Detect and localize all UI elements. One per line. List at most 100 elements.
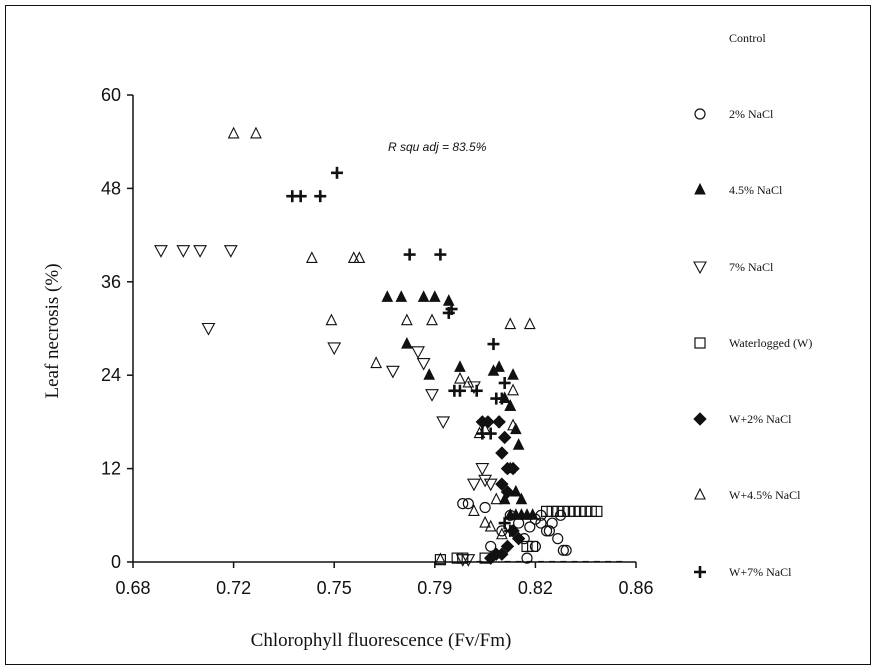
chart-frame: 0 12 24 36 48 60 0.68 0.72 0.75 0.79 0.82 0.86 Chlo…	[5, 5, 871, 665]
legend-item-w-2-nacl: W+2% NaCl	[693, 412, 792, 426]
data-point	[457, 498, 469, 510]
data-point	[434, 248, 447, 261]
legend-marker	[694, 337, 706, 349]
y-tick-label: 0	[111, 552, 121, 572]
series-7-nacl	[154, 245, 498, 567]
data-point	[385, 365, 400, 379]
legend-label: W+7% NaCl	[729, 565, 792, 579]
legend-marker	[694, 487, 706, 500]
fit-annotation: R squ adj = 83.5%	[388, 140, 487, 154]
legend-label: 2% NaCl	[729, 107, 774, 121]
data-point	[540, 525, 553, 537]
data-point	[453, 384, 466, 397]
y-tick-label: 36	[101, 272, 121, 292]
data-point	[554, 509, 567, 521]
data-point	[552, 533, 564, 545]
y-tick-label: 24	[101, 365, 121, 385]
data-point	[445, 303, 458, 316]
data-point	[462, 375, 475, 388]
y-axis-title: Leaf necrosis (%)	[42, 263, 63, 398]
data-point	[454, 360, 466, 372]
data-point	[454, 371, 466, 384]
data-point	[484, 427, 497, 440]
legend-marker	[693, 261, 707, 275]
y-tick-label: 48	[101, 178, 121, 198]
x-tick-label: 0.82	[518, 578, 553, 598]
x-axis-title: Chlorophyll fluorescence (Fv/Fm)	[251, 630, 512, 651]
data-point	[294, 190, 307, 203]
tick-marks	[127, 94, 637, 568]
data-point	[490, 492, 503, 505]
data-point	[500, 539, 515, 554]
data-point	[154, 245, 168, 258]
data-point	[314, 190, 327, 203]
legend-marker	[694, 182, 706, 195]
series-w-7-nacl	[286, 166, 517, 537]
data-point	[497, 430, 512, 445]
data-point	[560, 544, 572, 556]
legend-label: Waterlogged (W)	[729, 336, 812, 350]
data-point	[470, 384, 483, 397]
data-point	[526, 508, 539, 520]
data-point	[498, 492, 511, 505]
data-point	[527, 540, 539, 553]
scatter-chart: 0 12 24 36 48 60 0.68 0.72 0.75 0.79 0.82 0.86 Chlo…	[42, 31, 812, 651]
data-point	[411, 346, 425, 359]
data-point	[510, 422, 522, 435]
tick-labels: 0 12 24 36 48 60 0.68 0.72 0.75 0.79 0.82 0.86	[101, 85, 654, 598]
data-point	[493, 360, 505, 372]
data-point	[495, 477, 509, 491]
data-point	[507, 418, 519, 431]
data-point	[428, 290, 441, 302]
data-point	[498, 517, 511, 530]
data-point	[442, 294, 455, 306]
data-point	[483, 478, 498, 492]
data-point	[403, 248, 416, 261]
legend-item-4-5-nacl: 4.5% NaCl	[694, 182, 783, 197]
series-waterlogged-w	[434, 505, 603, 566]
data-point	[500, 485, 515, 499]
legend-label: W+4.5% NaCl	[729, 488, 801, 502]
data-point	[504, 399, 517, 411]
data-point	[417, 290, 430, 302]
data-point	[395, 290, 408, 302]
data-point	[535, 517, 547, 529]
data-point	[484, 519, 497, 532]
data-point	[591, 505, 603, 518]
data-point	[436, 416, 451, 430]
y-tick-label: 60	[101, 85, 121, 105]
data-point	[176, 245, 191, 258]
data-point	[353, 251, 366, 264]
data-point	[495, 446, 509, 460]
data-point	[507, 383, 519, 396]
data-point	[423, 368, 436, 380]
data-points	[154, 126, 623, 567]
data-point	[479, 501, 491, 514]
data-point	[227, 126, 240, 139]
data-point	[504, 317, 517, 330]
data-point	[506, 461, 520, 476]
data-point	[543, 525, 555, 537]
legend-marker	[694, 108, 706, 120]
legend-item-7-nacl: 7% NaCl	[693, 260, 774, 275]
data-point	[223, 245, 238, 258]
x-tick-label: 0.86	[618, 578, 653, 598]
data-point	[381, 290, 394, 302]
data-point	[493, 415, 506, 428]
data-point	[201, 322, 216, 336]
data-point	[510, 484, 522, 497]
data-point	[425, 389, 439, 402]
legend-item-control: Control	[729, 31, 766, 45]
data-point	[512, 438, 525, 450]
data-point	[511, 531, 526, 546]
data-point	[515, 492, 528, 505]
y-tick-label: 12	[101, 459, 121, 479]
data-point	[462, 498, 474, 510]
data-point	[479, 515, 491, 528]
data-point	[487, 338, 500, 351]
axes	[132, 95, 636, 563]
data-point	[416, 357, 431, 371]
data-point	[327, 342, 342, 356]
legend-label: 7% NaCl	[729, 260, 774, 274]
data-point	[250, 126, 262, 139]
